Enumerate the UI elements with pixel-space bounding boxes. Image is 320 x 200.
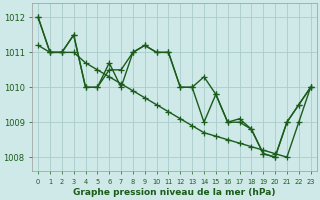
X-axis label: Graphe pression niveau de la mer (hPa): Graphe pression niveau de la mer (hPa) (73, 188, 276, 197)
